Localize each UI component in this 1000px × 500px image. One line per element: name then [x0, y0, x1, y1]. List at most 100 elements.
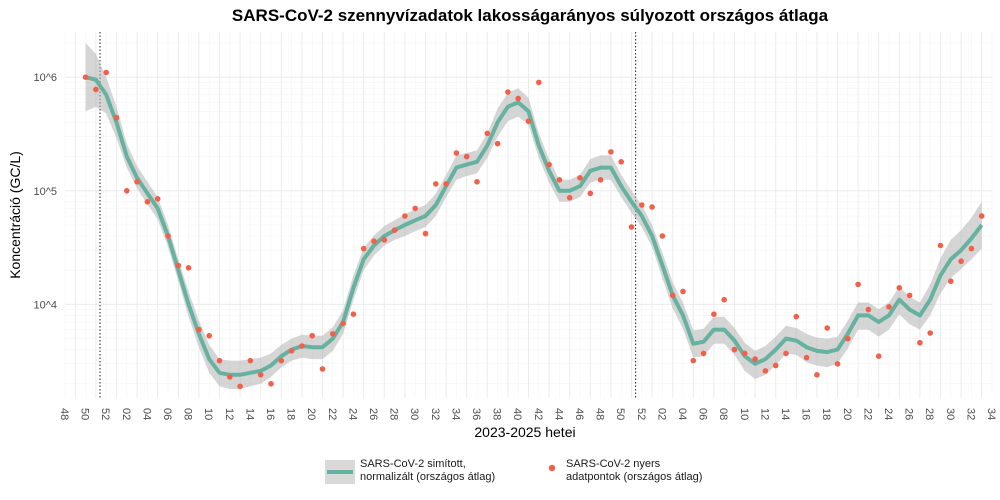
y-tick-label: 10^6: [33, 72, 57, 84]
raw-data-point: [247, 357, 254, 364]
raw-data-point: [185, 265, 192, 271]
raw-data-point: [772, 362, 779, 369]
raw-data-point: [257, 372, 264, 378]
raw-data-point: [536, 79, 542, 86]
x-tick-label: 08: [717, 408, 729, 420]
y-axis-title: Koncentráció (GC/L): [7, 151, 23, 279]
x-tick-label: 10: [738, 408, 750, 420]
raw-data-point: [134, 179, 140, 185]
raw-data-point: [124, 188, 130, 194]
raw-data-point: [268, 381, 274, 387]
raw-data-point: [659, 233, 666, 239]
raw-data-point: [474, 179, 480, 185]
raw-data-point: [814, 372, 820, 378]
raw-data-point: [381, 237, 388, 243]
raw-data-point: [144, 199, 151, 205]
raw-data-point: [525, 118, 532, 124]
raw-data-point: [330, 331, 336, 337]
raw-data-point: [93, 86, 99, 93]
raw-data-point: [453, 150, 460, 156]
raw-data-point: [556, 176, 563, 183]
raw-data-point: [577, 175, 583, 181]
raw-data-point: [752, 356, 758, 362]
raw-data-point: [196, 326, 202, 333]
raw-data-point: [762, 368, 769, 374]
raw-data-point: [731, 346, 738, 353]
raw-data-point: [216, 357, 223, 364]
raw-data-point: [597, 176, 604, 183]
legend-key-smoothed: [325, 460, 355, 484]
x-tick-label: 44: [552, 408, 564, 420]
x-tick-label: 02: [120, 408, 132, 420]
raw-data-point: [711, 311, 717, 317]
x-tick-label: 48: [58, 408, 70, 420]
raw-data-point: [855, 281, 861, 288]
x-tick-label: 24: [346, 408, 358, 420]
raw-data-point: [865, 306, 872, 313]
raw-data-point: [639, 202, 645, 208]
raw-data-point: [608, 149, 614, 155]
legend-key-raw: [548, 464, 556, 472]
raw-data-point: [721, 296, 727, 303]
x-tick-label: 32: [429, 408, 441, 420]
raw-points: [82, 69, 985, 390]
x-tick-label: 46: [573, 408, 585, 420]
x-tick-label: 28: [388, 408, 400, 420]
raw-data-point: [958, 258, 964, 265]
raw-data-point: [422, 230, 429, 237]
raw-data-point: [443, 181, 449, 187]
raw-data-point: [875, 353, 882, 359]
x-tick-label: 14: [779, 408, 791, 420]
raw-data-point: [690, 357, 697, 364]
raw-data-point: [834, 361, 841, 367]
x-tick-label: 26: [367, 408, 379, 420]
raw-data-point: [309, 332, 316, 339]
raw-data-point: [350, 311, 357, 317]
raw-data-point: [340, 320, 346, 327]
x-tick-label: 52: [99, 408, 111, 420]
x-tick-label: 34: [985, 408, 997, 420]
raw-data-point: [82, 74, 89, 81]
raw-data-point: [566, 194, 573, 201]
raw-data-point: [175, 262, 182, 269]
y-tick-label: 10^4: [33, 299, 57, 311]
raw-data-point: [402, 213, 408, 219]
x-tick-label: 34: [449, 408, 461, 420]
x-tick-label: 48: [594, 408, 606, 420]
x-tick-label: 26: [903, 408, 915, 420]
raw-data-point: [494, 140, 501, 147]
raw-data-point: [803, 354, 810, 361]
raw-data-point: [515, 95, 521, 102]
raw-data-point: [680, 288, 686, 295]
x-axis-title: 2023-2025 hetei: [474, 424, 575, 440]
raw-data-point: [649, 204, 655, 210]
raw-data-point: [742, 350, 748, 357]
x-tick-label: 32: [964, 408, 976, 420]
x-tick-label: 30: [944, 408, 956, 420]
x-tick-label: 20: [841, 408, 853, 420]
raw-data-point: [319, 366, 326, 372]
year-separators: [99, 32, 637, 398]
x-tick-label: 10: [202, 408, 214, 420]
legend: SARS-CoV-2 simított, normalizált (ország…: [320, 458, 740, 494]
raw-data-point: [227, 374, 233, 380]
raw-data-point: [299, 343, 305, 349]
x-tick-label: 22: [861, 408, 873, 420]
raw-data-point: [937, 242, 944, 249]
raw-data-point: [886, 304, 892, 310]
raw-data-point: [927, 330, 933, 336]
raw-data-point: [371, 238, 377, 245]
raw-data-point: [546, 161, 552, 168]
raw-data-point: [793, 313, 800, 320]
raw-data-point: [906, 292, 913, 299]
raw-data-point: [783, 350, 789, 357]
raw-data-point: [412, 205, 419, 212]
legend-label-smoothed: SARS-CoV-2 simított, normalizált (ország…: [360, 458, 496, 483]
raw-data-point: [587, 190, 594, 197]
chart-plot: 10^410^510^6 48 50 52 02 04 06 08 10 12 14 16 18 20 2…: [7, 32, 997, 440]
x-tick-label: 20: [305, 408, 317, 420]
raw-data-point: [391, 227, 398, 233]
raw-data-point: [237, 383, 243, 390]
y-tick-label: 10^5: [33, 186, 57, 198]
x-tick-label: 04: [676, 408, 688, 420]
